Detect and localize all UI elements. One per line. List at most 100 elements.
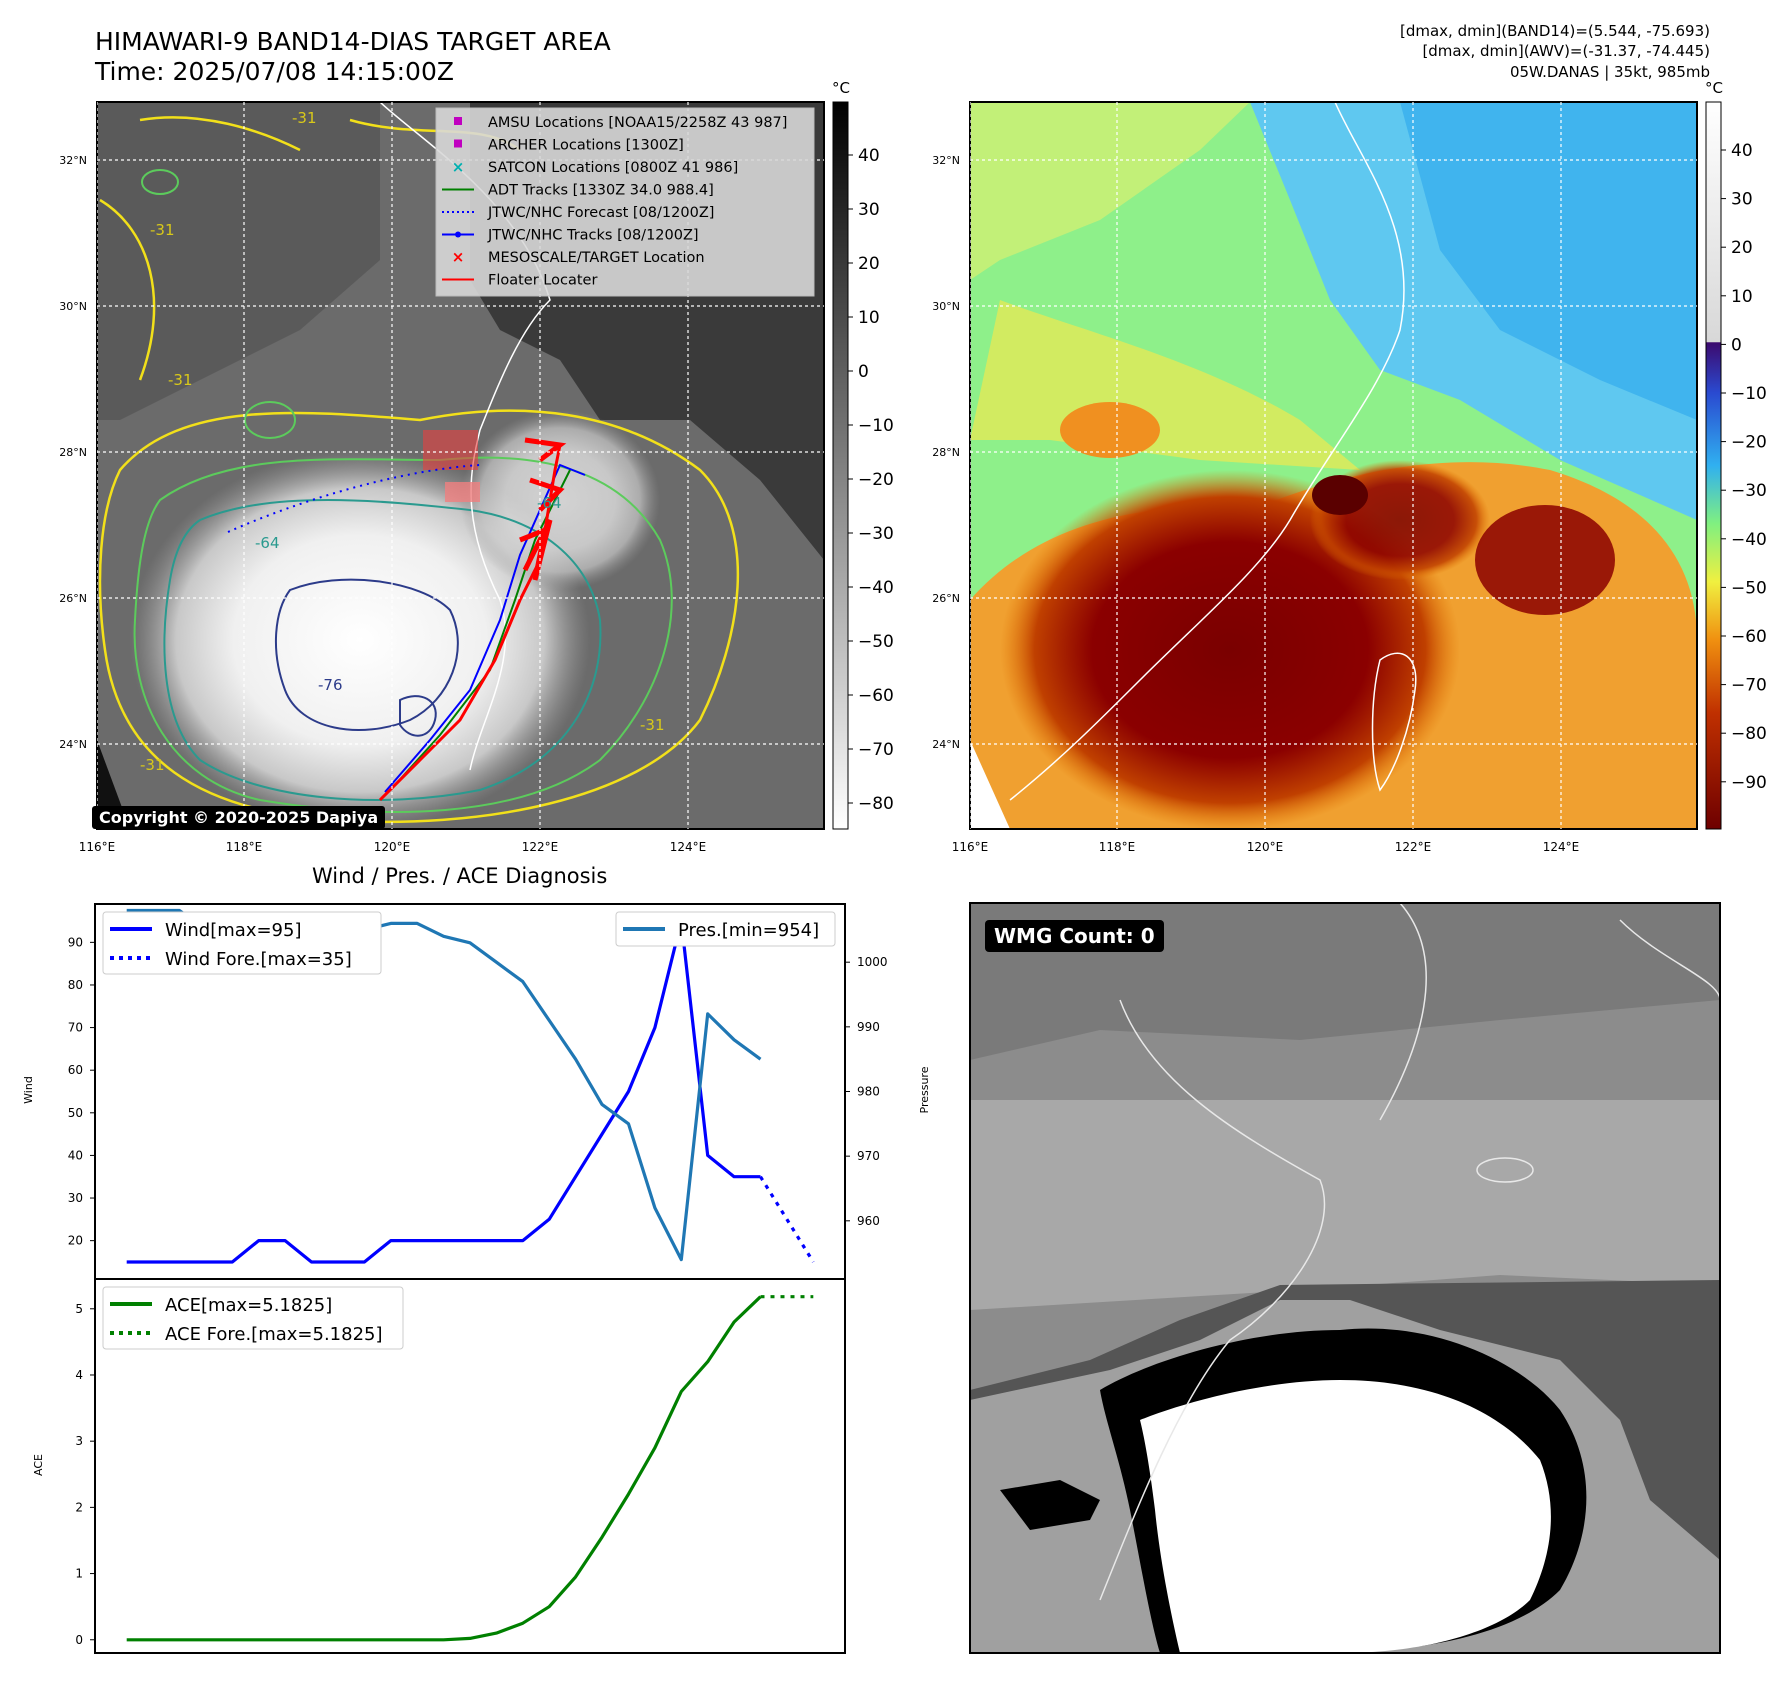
- lon-label: 124°E: [1543, 840, 1580, 854]
- colorbar-tick-label: −90: [1731, 773, 1767, 793]
- awv-map-frame: [969, 101, 1698, 830]
- ace-legend-label: ACE[max=5.1825]: [165, 1295, 332, 1316]
- colorbar-tick-label: 20: [1731, 238, 1753, 258]
- y-tick-label: 990: [857, 1020, 880, 1034]
- wind-legend: Wind[max=95] Wind Fore.[max=35]: [102, 911, 382, 975]
- colorbar-tick-label: 0: [1731, 335, 1742, 355]
- contour-label: -31: [140, 756, 165, 774]
- contour-label: -76: [318, 676, 343, 694]
- ace-legend: ACE[max=5.1825] ACE Fore.[max=5.1825]: [102, 1286, 404, 1350]
- lon-label: 118°E: [1099, 840, 1136, 854]
- wmg-frame: [969, 902, 1721, 1654]
- colorbar-tick-label: 30: [858, 200, 880, 220]
- lat-label: 24°N: [932, 738, 960, 751]
- y-tick-label: 970: [857, 1149, 880, 1163]
- lat-label: 28°N: [932, 446, 960, 459]
- colorbar-tick-label: 10: [858, 308, 880, 328]
- lat-label: 26°N: [59, 592, 87, 605]
- chart-time: Time: 2025/07/08 14:15:00Z: [95, 57, 454, 86]
- colorbar-tick-label: 30: [1731, 190, 1753, 210]
- stats-band14: [dmax, dmin](BAND14)=(5.544, -75.693): [1399, 22, 1710, 40]
- contour-label: -31: [168, 371, 193, 389]
- stats-awv: [dmax, dmin](AWV)=(-31.37, -74.445): [1422, 42, 1710, 60]
- contour-label: -31: [640, 716, 665, 734]
- colorbar-tick-label: −60: [858, 686, 894, 706]
- y-tick-label: 2: [75, 1500, 83, 1514]
- y-tick-label: 980: [857, 1085, 880, 1099]
- colorbar-tick-label: −80: [858, 794, 894, 814]
- lat-label: 32°N: [932, 154, 960, 167]
- diagnosis-panel: 20 30 40 50 60 70 80 90 960 970 980 990 1000 0 1 2 3 4 5 W…: [22, 903, 931, 1654]
- series-line: [759, 1175, 815, 1263]
- colorbar-tick-label: −10: [858, 416, 894, 436]
- copyright-badge: Copyright © 2020-2025 Dapiya: [92, 806, 386, 829]
- lon-label: 120°E: [374, 840, 411, 854]
- storm-info: 05W.DANAS | 35kt, 985mb: [1509, 63, 1710, 81]
- legend-marker-square: [454, 117, 462, 125]
- wind-forecast-legend-label: Wind Fore.[max=35]: [165, 949, 352, 970]
- lat-label: 24°N: [59, 738, 87, 751]
- legend-label: ARCHER Locations [1300Z]: [488, 138, 684, 154]
- colorbar-tick-label: 0: [858, 362, 869, 382]
- wmg-count-badge: WMG Count: 0: [985, 920, 1164, 952]
- legend-label: ADT Tracks [1330Z 34.0 988.4]: [488, 183, 714, 199]
- wind-axis-label: Wind: [22, 1076, 35, 1104]
- wind-legend-label: Wind[max=95]: [165, 920, 302, 941]
- lon-label: 118°E: [226, 840, 263, 854]
- legend-marker-x: ×: [452, 248, 465, 266]
- colorbar-tick-label: −60: [1731, 627, 1767, 647]
- series-line: [126, 1295, 762, 1642]
- legend-entry: JTWC/NHC Forecast [08/1200Z]: [442, 205, 714, 221]
- colorbar-tick-label: −70: [1731, 676, 1767, 696]
- ir-colorbar-unit: °C: [832, 79, 850, 97]
- y-tick-label: 20: [68, 1234, 83, 1248]
- lat-label: 26°N: [932, 592, 960, 605]
- pressure-legend: Pres.[min=954]: [615, 911, 836, 947]
- y-tick-label: 40: [68, 1148, 83, 1162]
- legend-entry: × SATCON Locations [0800Z 41 986]: [452, 158, 739, 176]
- wmg-panel: [970, 903, 1720, 1653]
- awv-colorbar: [1705, 101, 1722, 830]
- ir-map-lat-labels: 32°N 30°N 28°N 26°N 24°N: [59, 154, 87, 751]
- lat-label: 30°N: [59, 300, 87, 313]
- pressure-legend-label: Pres.[min=954]: [678, 920, 819, 941]
- ir-map-lon-labels: 116°E 118°E 120°E 122°E 124°E: [79, 840, 707, 854]
- y-tick-label: 90: [68, 935, 83, 949]
- colorbar-tick-label: −10: [1731, 384, 1767, 404]
- legend-label: JTWC/NHC Tracks [08/1200Z]: [487, 228, 699, 244]
- lon-label: 116°E: [79, 840, 116, 854]
- awv-map-panel: [970, 102, 1697, 829]
- contour-label: -64: [537, 494, 562, 512]
- awv-map-gridlines: [970, 102, 1697, 829]
- legend-marker-dot: [455, 231, 461, 238]
- legend-label: JTWC/NHC Forecast [08/1200Z]: [487, 205, 714, 221]
- ir-map-frame: [96, 101, 825, 830]
- contour-label: -31: [150, 221, 175, 239]
- colorbar-tick-label: −20: [858, 470, 894, 490]
- y-tick-label: 70: [68, 1021, 83, 1035]
- awv-map-lon-labels: 116°E 118°E 120°E 122°E 124°E: [952, 840, 1580, 854]
- contour-label: -31: [292, 109, 317, 127]
- colorbar-tick-label: 10: [1731, 287, 1753, 307]
- lat-label: 28°N: [59, 446, 87, 459]
- y-tick-label: 5: [75, 1302, 83, 1316]
- colorbar-tick-label: −50: [1731, 578, 1767, 598]
- y-tick-label: 30: [68, 1191, 83, 1205]
- lon-label: 122°E: [522, 840, 559, 854]
- colorbar-tick-label: −50: [858, 632, 894, 652]
- colorbar-tick-label: −20: [1731, 433, 1767, 453]
- y-tick-label: 50: [68, 1106, 83, 1120]
- lat-label: 32°N: [59, 154, 87, 167]
- contour-label: -64: [255, 534, 280, 552]
- colorbar-tick-label: −70: [858, 740, 894, 760]
- series-line: [126, 919, 761, 1264]
- ace-axis-label: ACE: [32, 1454, 45, 1476]
- y-tick-label: 80: [68, 978, 83, 992]
- lon-label: 124°E: [670, 840, 707, 854]
- lon-label: 120°E: [1247, 840, 1284, 854]
- legend-entry: AMSU Locations [NOAA15/2258Z 43 987]: [454, 115, 787, 131]
- legend-entry: ADT Tracks [1330Z 34.0 988.4]: [442, 183, 714, 199]
- diagnosis-title: Wind / Pres. / ACE Diagnosis: [312, 864, 608, 888]
- map-legend: AMSU Locations [NOAA15/2258Z 43 987] ARCH…: [435, 107, 815, 297]
- chart-title: HIMAWARI-9 BAND14-DIAS TARGET AREA: [95, 27, 611, 56]
